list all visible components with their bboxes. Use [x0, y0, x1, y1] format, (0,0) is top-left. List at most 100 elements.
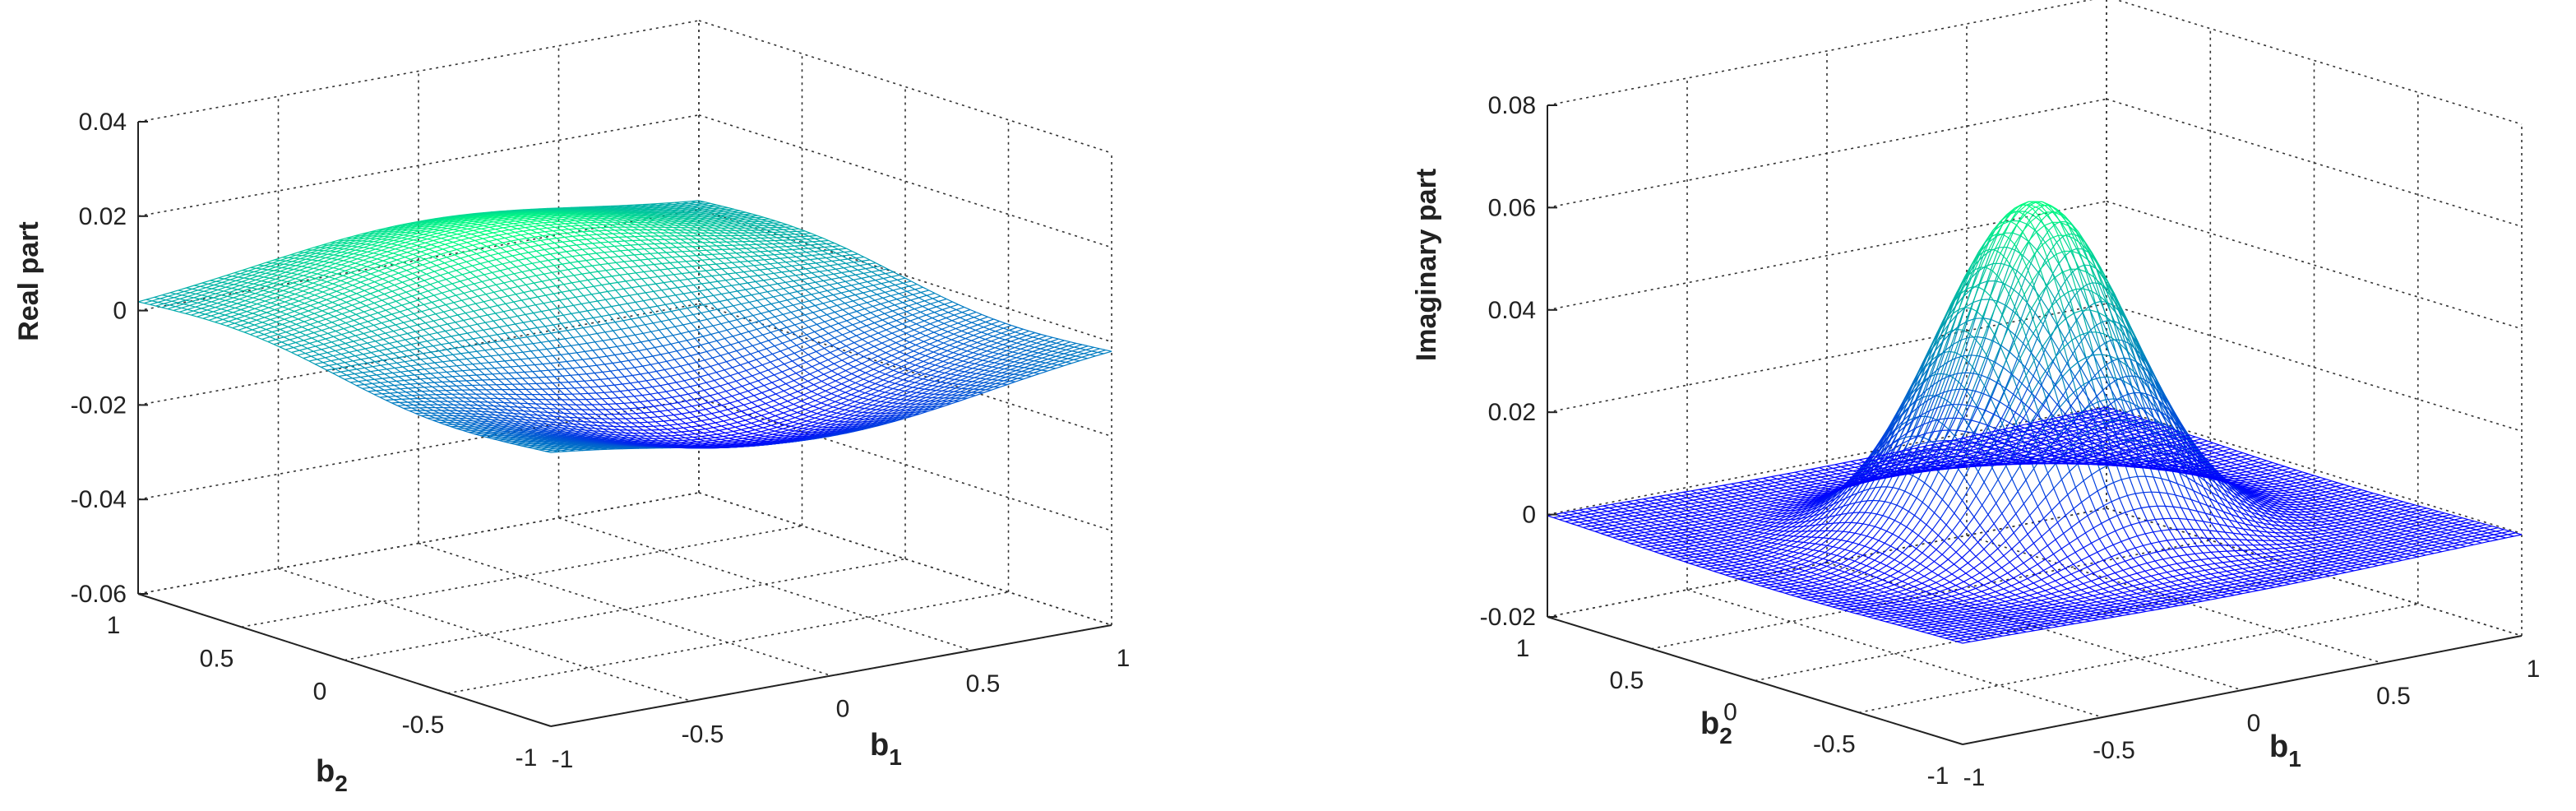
mesh-line — [619, 414, 627, 419]
mesh-line — [302, 308, 309, 312]
mesh-line — [870, 312, 877, 317]
mesh-line — [878, 390, 886, 393]
mesh-line — [548, 309, 556, 317]
mesh-line — [834, 256, 840, 261]
mesh-line — [465, 261, 473, 266]
mesh-line — [634, 367, 641, 375]
mesh-line — [819, 387, 826, 392]
mesh-line — [792, 360, 799, 366]
mesh-line — [470, 249, 477, 255]
mesh-line — [687, 255, 695, 262]
mesh-line — [400, 250, 408, 253]
mesh-line — [437, 306, 444, 313]
mesh-line — [571, 413, 578, 419]
mesh-line — [881, 364, 888, 368]
mesh-line — [404, 395, 410, 400]
mesh-line — [371, 331, 378, 336]
mesh-line — [860, 402, 867, 405]
mesh-line — [857, 288, 864, 294]
mesh-line — [409, 327, 416, 332]
mesh-line — [892, 387, 900, 391]
mesh-line — [344, 287, 351, 292]
mesh-line — [710, 242, 717, 247]
mesh-line — [282, 306, 289, 310]
mesh-line — [752, 345, 759, 352]
mesh-line — [835, 355, 843, 361]
mesh-line — [487, 401, 494, 407]
mesh-line — [747, 309, 754, 317]
mesh-line — [847, 363, 854, 368]
mesh-line — [568, 322, 576, 330]
mesh-line — [374, 361, 382, 366]
mesh-line — [565, 306, 572, 314]
mesh-line — [945, 355, 951, 359]
mesh-line — [1019, 337, 1025, 341]
mesh-line — [668, 319, 676, 327]
mesh-line — [817, 343, 825, 349]
mesh-line — [551, 404, 558, 410]
mesh-line — [718, 331, 725, 340]
mesh-line — [465, 285, 473, 292]
mesh-line — [942, 360, 950, 364]
mesh-line — [587, 392, 594, 400]
mesh-line — [725, 280, 733, 286]
mesh-line — [773, 296, 780, 303]
mesh-line — [536, 327, 543, 335]
mesh-line — [370, 273, 377, 277]
mesh-line — [741, 304, 748, 311]
mesh-line — [281, 323, 289, 327]
mesh-line — [597, 409, 604, 415]
mesh-line — [286, 296, 294, 300]
mesh-line — [626, 396, 633, 403]
mesh-line — [537, 296, 544, 304]
mesh-line — [379, 328, 386, 334]
mesh-line — [993, 318, 1000, 322]
mesh-line — [844, 392, 852, 396]
mesh-line — [238, 329, 245, 333]
mesh-line — [658, 253, 665, 258]
mesh-line — [650, 331, 658, 340]
mesh-line — [926, 314, 932, 319]
mesh-line — [367, 342, 374, 348]
mesh-line — [325, 357, 331, 362]
mesh-line — [340, 264, 348, 267]
mesh-line — [928, 363, 936, 366]
mesh-line — [340, 280, 347, 284]
mesh-line — [879, 371, 886, 375]
mesh-line — [301, 345, 308, 350]
mesh-line — [432, 320, 440, 327]
mesh-line — [376, 296, 383, 301]
mesh-line — [243, 290, 250, 293]
mesh-line — [390, 377, 397, 382]
mesh-line — [865, 268, 872, 273]
mesh-line — [876, 339, 882, 344]
mesh-line — [737, 400, 744, 406]
mesh-line — [210, 315, 217, 318]
mesh-line — [804, 314, 812, 321]
mesh-line — [659, 269, 667, 276]
mesh-line — [586, 310, 594, 318]
mesh-line — [573, 304, 580, 313]
mesh-line — [867, 365, 874, 370]
mesh-line — [1046, 335, 1053, 338]
mesh-line — [691, 322, 698, 331]
mesh-line — [528, 358, 535, 365]
mesh-line — [464, 364, 471, 371]
mesh-line — [594, 398, 601, 406]
mesh-line — [719, 429, 726, 433]
mesh-line — [445, 404, 452, 409]
mesh-line — [303, 275, 310, 278]
mesh-line — [390, 276, 397, 280]
mesh-line — [394, 367, 401, 373]
mesh-line — [755, 307, 762, 314]
mesh-line — [502, 367, 509, 374]
mesh-line — [742, 241, 749, 246]
mesh-line — [555, 412, 562, 418]
mesh-line — [243, 304, 249, 308]
mesh-line — [914, 382, 921, 385]
mesh-line — [969, 345, 976, 349]
mesh-line — [660, 321, 668, 329]
mesh-line — [861, 277, 868, 283]
mesh-line — [526, 336, 534, 345]
mesh-line — [446, 323, 454, 330]
